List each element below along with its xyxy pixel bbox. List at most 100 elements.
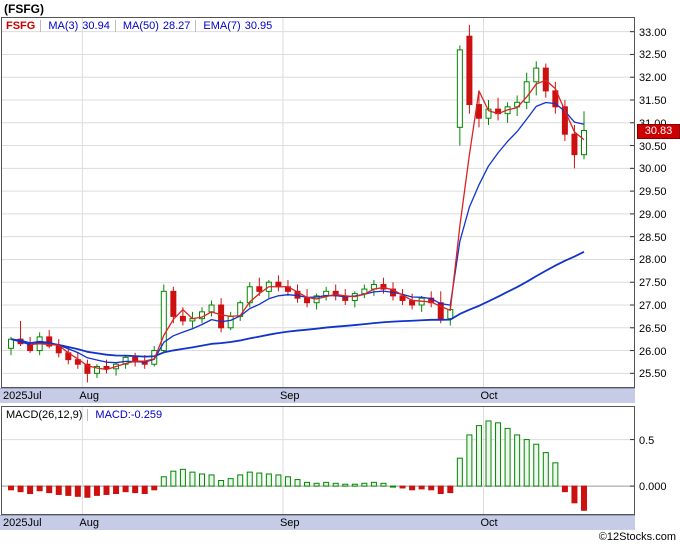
ema7-line: [10, 101, 585, 364]
symbol-label: FSFG: [6, 20, 36, 32]
candle-down: [561, 106, 568, 135]
macd-bar-positive: [265, 473, 272, 487]
macd-bar-negative: [418, 485, 425, 490]
macd-bar-positive: [514, 434, 521, 487]
month-label: Oct: [480, 390, 498, 402]
macd-value: MACD:-0.259: [87, 409, 163, 421]
macd-bar-positive: [237, 474, 244, 487]
candle-down: [103, 366, 110, 370]
macd-histogram: [2, 407, 634, 514]
candle-up: [581, 130, 587, 156]
candle-down: [552, 90, 559, 108]
price-chart-legend: FSFG MA(3) 30.94 MA(50) 28.27 EMA(7) 30.95: [6, 20, 273, 32]
price-tick-label: 29.00: [639, 208, 667, 221]
candle-down: [84, 363, 91, 374]
candle-up: [208, 304, 215, 313]
macd-bar-positive: [475, 425, 482, 487]
macd-bar-positive: [361, 482, 368, 487]
macd-bar-positive: [332, 482, 339, 487]
price-tick-label: 32.00: [639, 72, 667, 85]
candle-up: [8, 338, 14, 349]
candle-down: [399, 295, 406, 301]
macd-bar-negative: [409, 485, 416, 491]
macd-bar-positive: [275, 474, 282, 487]
candle-down: [542, 67, 549, 92]
macd-bar-positive: [456, 457, 463, 487]
macd-bar-negative: [141, 485, 148, 495]
price-tick-label: 25.50: [639, 368, 667, 381]
candle-up: [93, 366, 100, 374]
price-tick-label: 26.50: [639, 322, 667, 335]
macd-title: MACD(26,12,9): [6, 409, 83, 421]
macd-bar-positive: [380, 482, 387, 487]
macd-panel: MACD(26,12,9) MACD:-0.259: [1, 406, 635, 515]
price-tick-label: 30.00: [639, 163, 667, 176]
x-axis-band-price: 2025Jul Aug Sep Oct: [0, 388, 635, 403]
month-label: Oct: [480, 517, 498, 529]
macd-bar-positive: [256, 472, 263, 487]
macd-bar-negative: [581, 485, 587, 511]
candle-up: [227, 315, 234, 329]
price-tick-label: 29.50: [639, 186, 667, 199]
macd-bar-positive: [313, 482, 320, 487]
candle-up: [533, 67, 540, 83]
price-tick-label: 26.00: [639, 345, 667, 358]
macd-bar-positive: [542, 452, 549, 487]
macd-bar-positive: [294, 479, 301, 487]
macd-bar-negative: [55, 485, 62, 495]
macd-bar-positive: [246, 471, 253, 487]
candlestick-chart: [2, 18, 634, 387]
macd-legend: MACD(26,12,9) MACD:-0.259: [6, 409, 163, 421]
month-label: Aug: [79, 390, 99, 402]
price-axis: 30.83 33.0032.5032.0031.5031.0030.5030.0…: [637, 18, 680, 387]
macd-bar-negative: [103, 485, 110, 495]
macd-bar-negative: [561, 485, 568, 493]
macd-bar-positive: [533, 443, 540, 487]
ma50-line: [10, 251, 585, 358]
macd-bar-negative: [8, 485, 14, 491]
candle-down: [466, 35, 473, 106]
macd-bar-positive: [552, 462, 559, 487]
price-chart-panel: FSFG MA(3) 30.94 MA(50) 28.27 EMA(7) 30.95: [1, 17, 635, 388]
legend-ma50: MA(50) 28.27: [114, 20, 191, 32]
candle-down: [380, 284, 387, 290]
candle-up: [523, 81, 530, 103]
macd-bar-positive: [342, 483, 349, 487]
macd-bar-negative: [93, 485, 100, 496]
macd-bar-positive: [485, 420, 492, 487]
candle-up: [485, 108, 492, 119]
price-tick-label: 32.50: [639, 49, 667, 62]
x-axis-band-macd: 2025Jul Aug Sep Oct: [0, 515, 635, 530]
macd-bar-negative: [65, 485, 72, 496]
copyright-link[interactable]: ©12Stocks.com: [598, 531, 676, 543]
candle-up: [456, 49, 463, 128]
macd-bar-positive: [304, 481, 311, 487]
candle-down: [275, 281, 282, 288]
macd-bar-positive: [495, 422, 502, 487]
ma3-line: [30, 79, 585, 371]
macd-bar-positive: [179, 468, 186, 487]
candle-up: [160, 290, 167, 352]
candle-up: [361, 288, 368, 295]
price-tick-label: 33.00: [639, 26, 667, 39]
price-tick-label: 27.50: [639, 277, 667, 290]
macd-bar-negative: [122, 485, 129, 493]
macd-bar-positive: [189, 471, 196, 487]
macd-bar-negative: [17, 485, 24, 493]
page-title: (FSFG): [4, 2, 44, 16]
macd-bar-positive: [160, 476, 167, 487]
macd-bar-negative: [437, 485, 444, 495]
month-label: 2025Jul: [3, 517, 42, 529]
macd-bar-positive: [284, 476, 291, 487]
month-label: Sep: [279, 390, 300, 402]
macd-bar-positive: [170, 470, 177, 487]
macd-bar-negative: [132, 485, 139, 494]
candle-down: [304, 297, 311, 304]
macd-bar-positive: [370, 481, 377, 487]
macd-bar-positive: [504, 427, 511, 487]
macd-bar-positive: [227, 478, 234, 487]
macd-bar-negative: [74, 485, 81, 497]
macd-bar-negative: [46, 485, 53, 494]
candle-down: [437, 302, 444, 320]
macd-bar-negative: [428, 485, 435, 491]
